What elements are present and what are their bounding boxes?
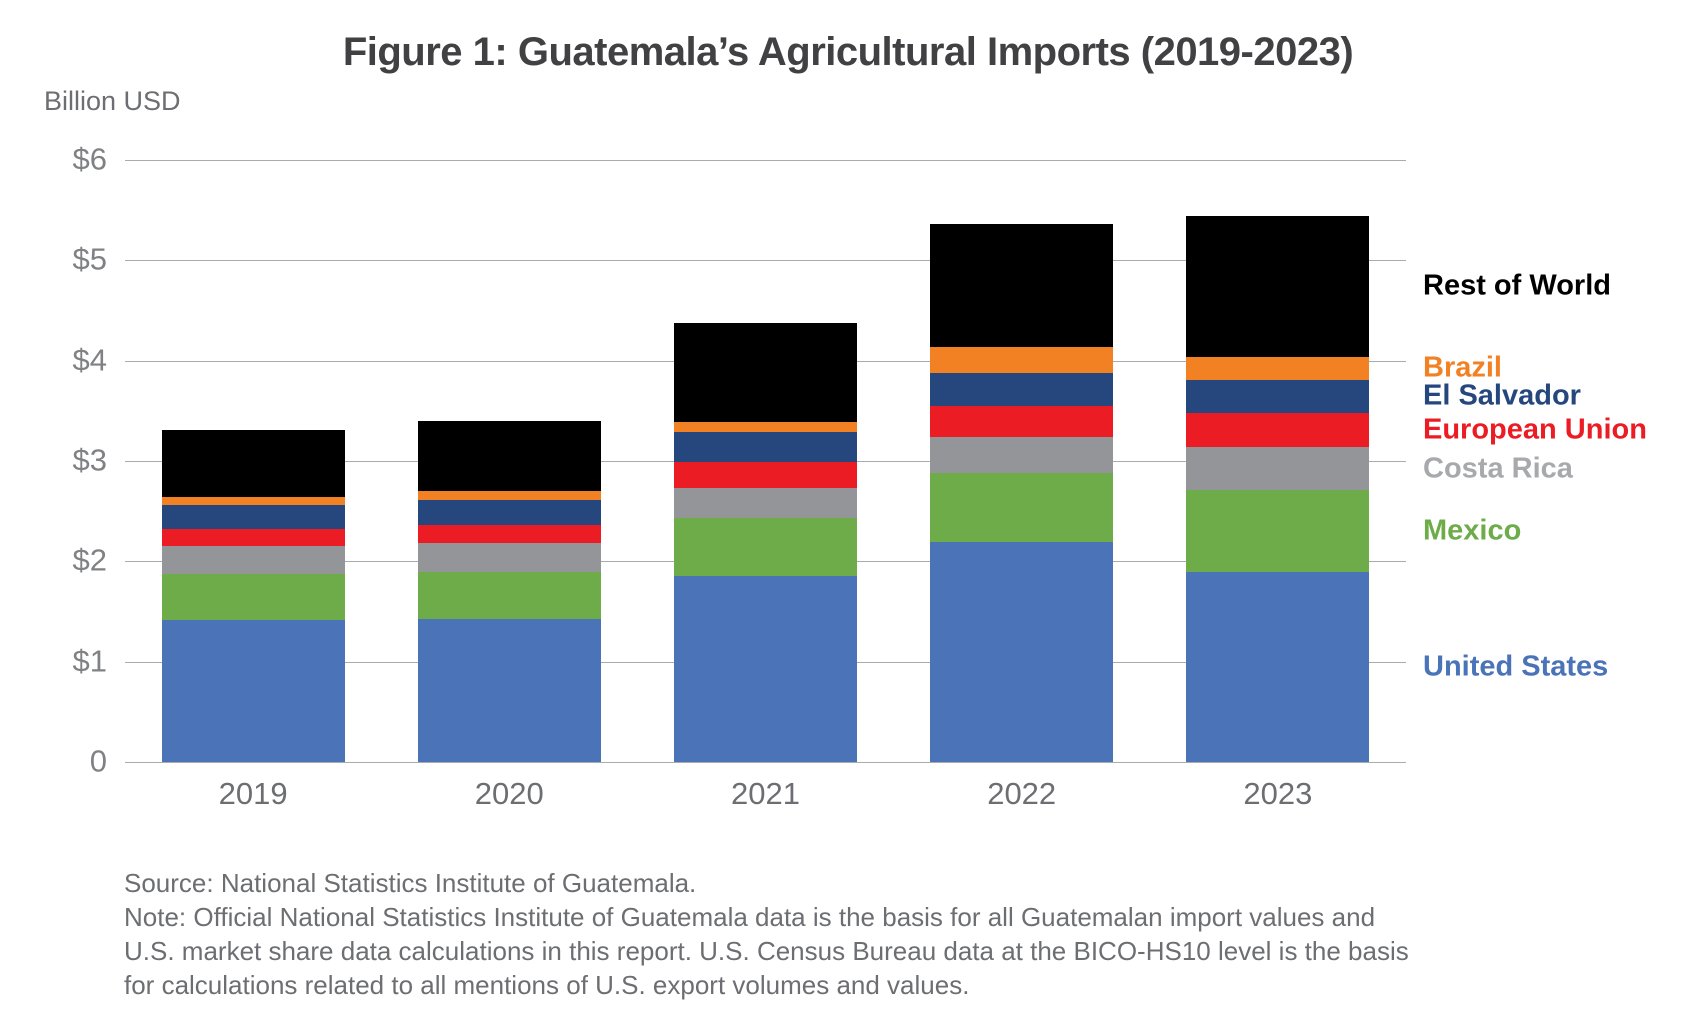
bar-segment-united-states <box>1186 572 1370 762</box>
bar-segment-costa-rica <box>161 546 345 575</box>
y-tick-label: $1 <box>72 642 107 678</box>
bar-segment-mexico <box>674 518 857 577</box>
bar-segment-united-states <box>417 618 601 762</box>
y-tick-label: $4 <box>72 341 107 377</box>
x-tick-label: 2022 <box>987 776 1057 811</box>
gridline <box>125 260 1406 262</box>
y-tick-label: $5 <box>72 241 107 277</box>
bar-segment-mexico <box>161 574 345 620</box>
footnote-line: U.S. market share data calculations in t… <box>124 936 1409 966</box>
bar-segment-rest-of-world <box>674 322 857 422</box>
chart-title: Figure 1: Guatemala’s Agricultural Impor… <box>342 30 1354 74</box>
gridline <box>125 762 1406 763</box>
x-tick-label: 2019 <box>218 776 288 811</box>
legend-el-salvador: El Salvador <box>1423 379 1581 412</box>
bar-segment-rest-of-world <box>161 429 345 498</box>
y-axis-title: Billion USD <box>44 86 181 116</box>
bar-segment-el-salvador <box>161 505 345 530</box>
bar-segment-el-salvador <box>930 372 1114 406</box>
bar-segment-european-union <box>674 462 857 489</box>
legend-costa-rica: Costa Rica <box>1423 452 1573 485</box>
bar-segment-united-states <box>161 619 345 762</box>
bar-segment-brazil <box>930 346 1114 373</box>
bar-segment-el-salvador <box>417 500 601 526</box>
bar-segment-brazil <box>674 421 857 432</box>
bar-segment-mexico <box>930 473 1114 543</box>
y-tick-label: 0 <box>89 743 107 779</box>
y-tick-label: $2 <box>72 542 107 578</box>
footnote-line: Source: National Statistics Institute of… <box>124 868 697 898</box>
bar-segment-brazil <box>1186 356 1370 380</box>
plot-area: $6 $5 $4 $3 $2 $1 0 2019 2020 2021 2022 2023 United … <box>73 141 1647 811</box>
bar-segment-brazil <box>161 497 345 506</box>
bar-segment-costa-rica <box>417 543 601 573</box>
bar-segment-rest-of-world <box>417 420 601 492</box>
legend-mexico: Mexico <box>1423 514 1522 547</box>
bar-segment-rest-of-world <box>930 224 1114 347</box>
gridline <box>125 160 1406 161</box>
bar-segment-rest-of-world <box>1186 216 1370 357</box>
bar-segment-european-union <box>1186 412 1370 447</box>
legend-brazil: Brazil <box>1423 351 1502 384</box>
bar-segment-united-states <box>674 576 857 762</box>
legend-united-states: United States <box>1423 650 1609 683</box>
bar-segment-european-union <box>161 529 345 547</box>
bar-segment-european-union <box>930 405 1114 437</box>
x-tick-label: 2021 <box>731 776 800 811</box>
legend-rest-of-world: Rest of World <box>1423 269 1611 302</box>
bar-segment-el-salvador <box>1186 379 1370 413</box>
x-tick-label: 2023 <box>1243 776 1313 811</box>
bar-segment-european-union <box>417 525 601 544</box>
bar-segment-brazil <box>417 491 601 501</box>
y-tick-label: $3 <box>72 442 107 478</box>
footnote-line: for calculations related to all mentions… <box>124 970 970 1000</box>
footnote: Source: National Statistics Institute of… <box>124 866 1409 1002</box>
bar-segment-costa-rica <box>674 488 857 519</box>
legend-european-union: European Union <box>1423 413 1647 446</box>
footnote-line: Note: Official National Statistics Insti… <box>124 902 1376 932</box>
bar-segment-mexico <box>1186 490 1370 573</box>
bar-segment-el-salvador <box>674 431 857 463</box>
bar-segment-united-states <box>930 542 1114 762</box>
x-tick-label: 2020 <box>474 776 544 811</box>
bar-segment-costa-rica <box>1186 446 1370 491</box>
bar-segment-costa-rica <box>930 436 1114 474</box>
y-tick-label: $6 <box>72 141 107 177</box>
bar-segment-mexico <box>417 572 601 619</box>
